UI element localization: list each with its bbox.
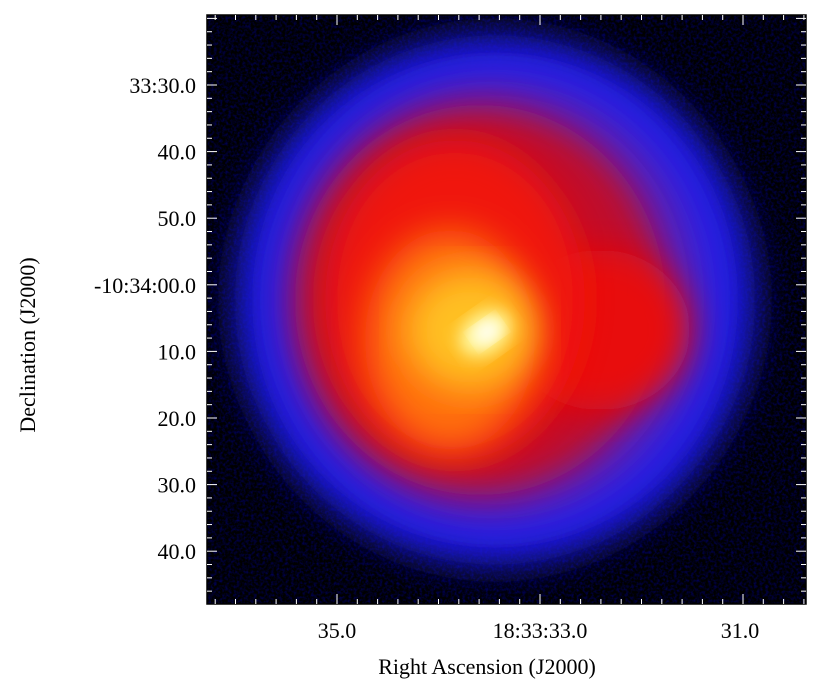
x-tick-label: 18:33:33.0 xyxy=(493,618,588,643)
y-tick-label: 50.0 xyxy=(158,206,197,231)
xray-image xyxy=(207,15,806,604)
y-tick-label: 33:30.0 xyxy=(129,73,196,98)
frame xyxy=(206,14,807,605)
y-axis-title: Declination (J2000) xyxy=(15,257,40,432)
x-axis-title: Right Ascension (J2000) xyxy=(378,654,596,679)
y-tick-label: 10.0 xyxy=(158,339,197,364)
y-tick-label: 40.0 xyxy=(158,140,197,165)
y-tick-label: 20.0 xyxy=(158,406,197,431)
y-tick-label: 40.0 xyxy=(158,539,197,564)
x-tick-label: 35.0 xyxy=(318,618,357,643)
x-tick-label: 31.0 xyxy=(721,618,760,643)
tick-marks xyxy=(207,15,806,604)
y-tick-label: 30.0 xyxy=(158,473,197,498)
y-tick-label: -10:34:00.0 xyxy=(94,273,196,298)
